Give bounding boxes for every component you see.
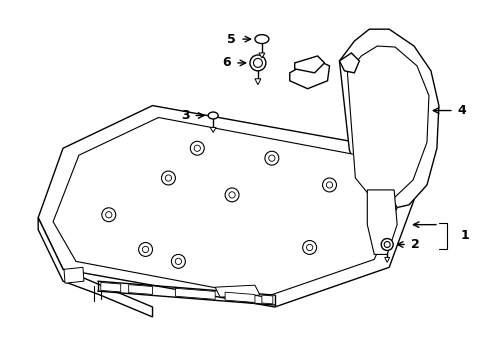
Polygon shape — [101, 283, 121, 292]
Circle shape — [307, 244, 313, 251]
Polygon shape — [385, 257, 390, 262]
Polygon shape — [262, 295, 273, 304]
Polygon shape — [53, 117, 397, 297]
Circle shape — [165, 175, 172, 181]
Circle shape — [190, 141, 204, 155]
Circle shape — [194, 145, 200, 151]
Ellipse shape — [255, 35, 269, 44]
Circle shape — [384, 242, 390, 247]
Polygon shape — [255, 79, 261, 85]
Text: 2: 2 — [411, 238, 420, 251]
Circle shape — [253, 58, 263, 67]
Polygon shape — [175, 288, 215, 300]
Circle shape — [106, 212, 112, 218]
Polygon shape — [368, 190, 397, 255]
Polygon shape — [129, 285, 152, 294]
Polygon shape — [340, 53, 359, 73]
Circle shape — [175, 258, 181, 265]
Polygon shape — [215, 285, 260, 297]
Circle shape — [265, 151, 279, 165]
Polygon shape — [38, 218, 152, 317]
Text: 3: 3 — [181, 109, 189, 122]
Circle shape — [269, 155, 275, 161]
Polygon shape — [210, 127, 216, 132]
Polygon shape — [340, 29, 439, 210]
Circle shape — [229, 192, 235, 198]
Ellipse shape — [208, 112, 218, 119]
Circle shape — [381, 239, 393, 251]
Polygon shape — [290, 59, 329, 89]
Circle shape — [143, 246, 148, 253]
Polygon shape — [64, 267, 84, 283]
Text: 4: 4 — [458, 104, 466, 117]
Circle shape — [250, 55, 266, 71]
Circle shape — [322, 178, 337, 192]
Polygon shape — [225, 292, 255, 302]
Circle shape — [139, 243, 152, 256]
Text: 6: 6 — [222, 57, 231, 69]
Polygon shape — [259, 53, 265, 58]
Circle shape — [172, 255, 185, 268]
Circle shape — [162, 171, 175, 185]
Circle shape — [212, 114, 215, 117]
Polygon shape — [347, 46, 429, 200]
Circle shape — [102, 208, 116, 222]
Polygon shape — [294, 56, 324, 73]
Polygon shape — [38, 105, 414, 307]
Text: 5: 5 — [227, 33, 236, 46]
Circle shape — [326, 182, 333, 188]
Circle shape — [303, 240, 317, 255]
Circle shape — [225, 188, 239, 202]
Text: 1: 1 — [461, 229, 469, 242]
